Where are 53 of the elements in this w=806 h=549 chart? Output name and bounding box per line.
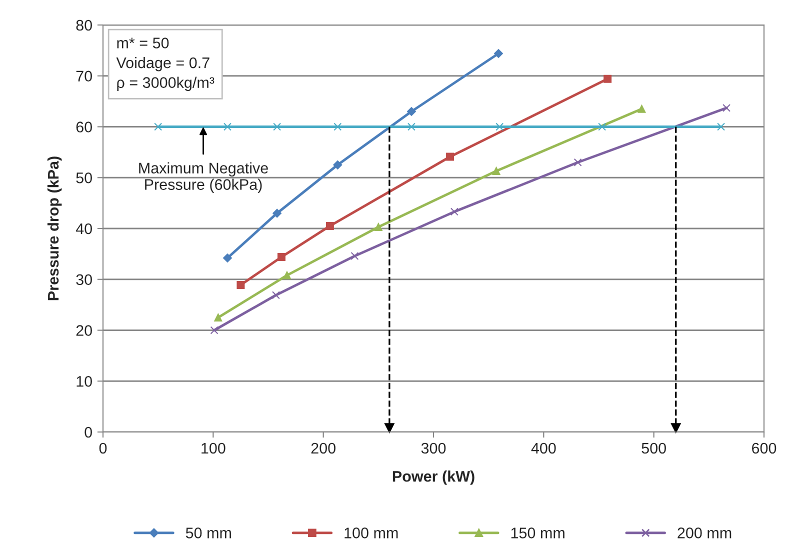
x-tick-label: 200 — [311, 442, 336, 454]
x-tick-label: 300 — [421, 442, 446, 454]
point — [374, 222, 382, 231]
x-tick-label: 100 — [202, 442, 226, 454]
point — [350, 252, 359, 260]
point — [450, 208, 458, 216]
point — [210, 326, 218, 334]
annotation: m* = 50 Voidage = 0.7 ρ = 3000kg/m³ — [116, 38, 214, 92]
point — [154, 122, 162, 131]
point — [598, 122, 606, 131]
point — [496, 122, 504, 131]
point — [604, 74, 612, 83]
point — [273, 122, 282, 131]
y-tick-label: 60 — [76, 122, 92, 132]
legend-label: 200 mm — [678, 528, 732, 538]
y-tick-label: 70 — [76, 70, 92, 82]
point — [214, 314, 222, 322]
point — [223, 254, 232, 262]
point — [494, 49, 503, 58]
y-tick-label: 20 — [76, 325, 92, 336]
point — [277, 253, 286, 261]
legend-label: 100 mm — [344, 528, 398, 538]
y-tick-label: 0 — [84, 426, 92, 438]
point — [236, 280, 245, 289]
y-tick-label: 80 — [76, 20, 92, 31]
point — [717, 122, 726, 131]
point — [638, 104, 646, 113]
point — [272, 291, 280, 300]
point — [492, 167, 500, 176]
x-axis-title: Power (kW) — [392, 470, 474, 485]
y-tick-label: 50 — [76, 172, 92, 184]
point — [407, 107, 416, 116]
y-tick-label: 10 — [76, 376, 92, 387]
point — [282, 271, 291, 280]
point — [574, 158, 582, 166]
point — [326, 222, 334, 230]
point — [334, 122, 342, 131]
point — [407, 122, 416, 131]
legend-label: 50 mm — [186, 528, 231, 538]
point — [272, 208, 282, 218]
point — [722, 104, 731, 112]
x-tick-label: 0 — [99, 442, 107, 454]
point — [446, 152, 454, 161]
point — [333, 160, 342, 170]
x-tick-label: 400 — [531, 442, 556, 454]
x-tick-label: 600 — [752, 442, 776, 454]
y-axis-title: Pressure drop (kPa) — [47, 156, 62, 300]
y-tick-label: 40 — [76, 223, 92, 234]
x-tick-label: 500 — [642, 442, 666, 454]
y-tick-label: 30 — [76, 274, 92, 286]
annotation: Maximum Negative Pressure (60kPa) — [139, 162, 268, 193]
point — [223, 122, 232, 131]
legend-label: 150 mm — [511, 528, 564, 538]
